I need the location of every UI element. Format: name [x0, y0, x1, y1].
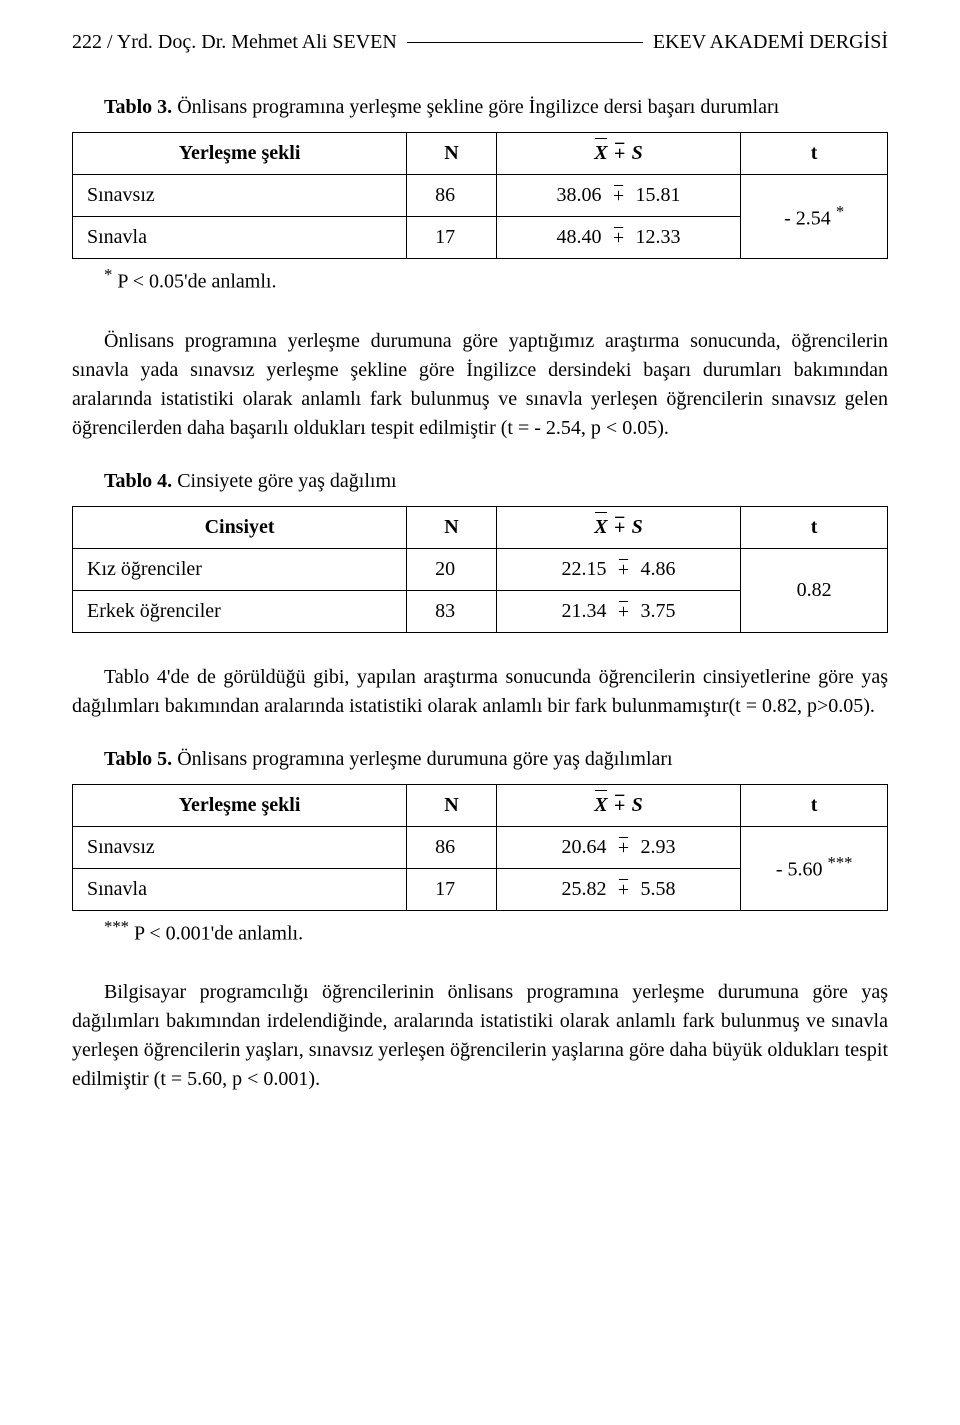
journal-name: EKEV AKADEMİ DERGİSİ [653, 28, 888, 57]
table-header-row: Cinsiyet N X + S t [73, 506, 888, 548]
table4-h3: X + S [496, 506, 741, 548]
table5-caption: Tablo 5. Önlisans programına yerleşme du… [72, 745, 888, 774]
table5-r1-sd-val: 2.93 [641, 836, 676, 858]
table5-h4: t [741, 784, 888, 826]
table3-r1-label: Sınavsız [73, 175, 407, 217]
paragraph-1: Önlisans programına yerleşme durumuna gö… [72, 327, 888, 443]
table5-note-text: P < 0.001'de anlamlı. [134, 922, 303, 944]
table5-note-sup: *** [104, 917, 129, 936]
table5-t-sup: *** [827, 853, 852, 872]
paragraph-2: Tablo 4'de de görüldüğü gibi, yapılan ar… [72, 663, 888, 721]
table4-caption-text: Cinsiyete göre yaş dağılımı [177, 470, 396, 492]
table4-r1-mean: 22.15 + 4.86 [496, 548, 741, 590]
table5-r2-n: 17 [407, 868, 497, 910]
table5-r1-n: 86 [407, 826, 497, 868]
table3-r2-sd-val: 12.33 [636, 226, 681, 248]
table4-r1-label: Kız öğrenciler [73, 548, 407, 590]
header-rule [407, 42, 643, 43]
table4-r2-sd-val: 3.75 [641, 600, 676, 622]
table-row: Kız öğrenciler 20 22.15 + 4.86 0.82 [73, 548, 888, 590]
table3-t-sup: * [836, 202, 844, 221]
page-number: 222 / [72, 31, 113, 53]
table5-r2-sd-val: 5.58 [641, 878, 676, 900]
table-row: Sınavsız 86 20.64 + 2.93 - 5.60 *** [73, 826, 888, 868]
table3-caption: Tablo 3. Önlisans programına yerleşme şe… [72, 93, 888, 122]
table3-r2-label: Sınavla [73, 217, 407, 259]
table3-r1-mean-val: 38.06 [557, 184, 602, 206]
table4-caption: Tablo 4. Cinsiyete göre yaş dağılımı [72, 467, 888, 496]
table5-r2-label: Sınavla [73, 868, 407, 910]
table3-h2: N [407, 133, 497, 175]
table3-caption-label: Tablo 3. [104, 96, 172, 118]
table4-r2-mean: 21.34 + 3.75 [496, 590, 741, 632]
table5-r1-mean-val: 20.64 [562, 836, 607, 858]
table5-h1: Yerleşme şekli [73, 784, 407, 826]
table5-r1-mean: 20.64 + 2.93 [496, 826, 741, 868]
table3-r2-n: 17 [407, 217, 497, 259]
table4: Cinsiyet N X + S t Kız öğrenciler 20 22.… [72, 506, 888, 633]
table5-r2-mean-val: 25.82 [562, 878, 607, 900]
table4-h2: N [407, 506, 497, 548]
table3-h4: t [741, 133, 888, 175]
table3-note-text: P < 0.05'de anlamlı. [117, 271, 276, 293]
table3-note-sup: * [104, 265, 112, 284]
running-head-left: 222 / Yrd. Doç. Dr. Mehmet Ali SEVEN [72, 28, 397, 57]
table5-note: *** P < 0.001'de anlamlı. [72, 915, 888, 949]
table3-r1-n: 86 [407, 175, 497, 217]
author: Yrd. Doç. Dr. Mehmet Ali SEVEN [117, 31, 397, 53]
table3-r2-mean: 48.40 + 12.33 [496, 217, 741, 259]
table3-note: * P < 0.05'de anlamlı. [72, 263, 888, 297]
table-header-row: Yerleşme şekli N X + S t [73, 133, 888, 175]
paragraph-3: Bilgisayar programcılığı öğrencilerinin … [72, 978, 888, 1094]
table4-h4: t [741, 506, 888, 548]
table4-r2-mean-val: 21.34 [562, 600, 607, 622]
table5-caption-text: Önlisans programına yerleşme durumuna gö… [177, 748, 672, 770]
table5-caption-label: Tablo 5. [104, 748, 172, 770]
table3-r2-mean-val: 48.40 [557, 226, 602, 248]
table4-r1-mean-val: 22.15 [562, 558, 607, 580]
table5: Yerleşme şekli N X + S t Sınavsız 86 20.… [72, 784, 888, 911]
table3: Yerleşme şekli N X + S t Sınavsız 86 38.… [72, 132, 888, 259]
table4-h1: Cinsiyet [73, 506, 407, 548]
table4-r1-n: 20 [407, 548, 497, 590]
table4-r2-n: 83 [407, 590, 497, 632]
table-row: Sınavsız 86 38.06 + 15.81 - 2.54 * [73, 175, 888, 217]
table4-t-val: 0.82 [797, 579, 832, 601]
table3-r1-sd-val: 15.81 [636, 184, 681, 206]
table3-t-val: - 2.54 [784, 207, 831, 229]
table-header-row: Yerleşme şekli N X + S t [73, 784, 888, 826]
table5-r1-label: Sınavsız [73, 826, 407, 868]
table5-t-val: - 5.60 [776, 859, 823, 881]
table4-r2-label: Erkek öğrenciler [73, 590, 407, 632]
table4-t: 0.82 [741, 548, 888, 632]
table5-t: - 5.60 *** [741, 826, 888, 910]
table4-caption-label: Tablo 4. [104, 470, 172, 492]
table3-h3: X + S [496, 133, 741, 175]
table3-caption-text: Önlisans programına yerleşme şekline gör… [177, 96, 779, 118]
table3-r1-mean: 38.06 + 15.81 [496, 175, 741, 217]
table3-h1: Yerleşme şekli [73, 133, 407, 175]
table3-t: - 2.54 * [741, 175, 888, 259]
running-head: 222 / Yrd. Doç. Dr. Mehmet Ali SEVEN EKE… [72, 28, 888, 57]
table5-r2-mean: 25.82 + 5.58 [496, 868, 741, 910]
table5-h3: X + S [496, 784, 741, 826]
table5-h2: N [407, 784, 497, 826]
table4-r1-sd-val: 4.86 [641, 558, 676, 580]
